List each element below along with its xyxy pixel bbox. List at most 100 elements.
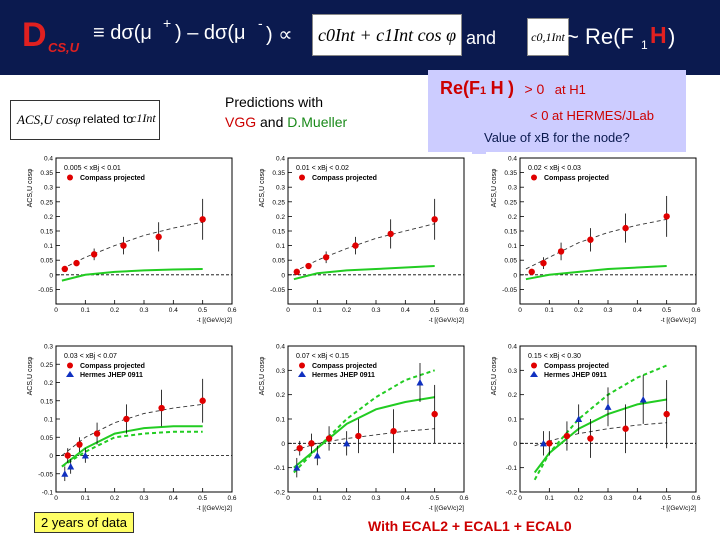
compass-point — [293, 268, 300, 276]
compass-point — [305, 262, 312, 270]
formula-box: c0Int + c1Int cos φ — [312, 14, 462, 56]
x-tick-label: 0 — [518, 495, 522, 502]
y-tick-label: 0.05 — [40, 435, 53, 442]
y-tick-label: -0.2 — [506, 490, 518, 497]
mueller-curve — [533, 398, 667, 474]
vgg-curve — [525, 218, 667, 270]
x-axis-label: -t [(GeV/c)2] — [197, 505, 233, 512]
predictions-text: Predictions with VGG and D.Mueller — [225, 92, 347, 132]
x-axis-label: -t [(GeV/c)2] — [429, 317, 465, 324]
x-tick-label: 0.6 — [691, 495, 700, 502]
re-subscript: 1 — [641, 38, 648, 52]
compass-point — [308, 440, 315, 447]
y-tick-label: 0.1 — [276, 243, 285, 250]
formula-text: c0Int + c1Int cos φ — [317, 25, 457, 45]
hermes-point — [313, 452, 321, 459]
c01-box: c0,1Int — [527, 18, 569, 56]
x-tick-label: 0.5 — [662, 307, 671, 314]
info-rel: > 0 — [524, 81, 545, 97]
x-tick-label: 0.2 — [110, 495, 119, 502]
x-tick-label: 0.4 — [401, 495, 410, 502]
y-tick-label: -0.05 — [38, 287, 53, 294]
y-tick-label: 0.35 — [40, 170, 53, 177]
compass-point — [90, 251, 98, 258]
x-axis-label: -t [(GeV/c)2] — [661, 505, 697, 512]
legend-entry: Compass projected — [312, 175, 377, 182]
slide-header: D CS,U ≡ dσ(μ + ) – dσ(μ - ) ∝ c0Int + c… — [0, 0, 720, 75]
predictions-line1: Predictions with — [225, 94, 324, 110]
x-axis-label: -t [(GeV/c)2] — [197, 317, 233, 324]
mueller-curve — [293, 369, 436, 474]
title-subscript: CS,U — [48, 40, 80, 55]
x-tick-label: 0.6 — [459, 495, 468, 502]
compass-point — [123, 415, 130, 423]
compass-point — [61, 265, 68, 273]
asymmetry-box: ACS,U cosφ related to c1Int — [10, 100, 160, 140]
y-axis-label: ACS,U cosφ — [259, 168, 266, 207]
compass-point — [199, 216, 206, 223]
compass-point — [431, 410, 438, 418]
compass-point — [622, 224, 629, 232]
info-sub: 1 — [480, 85, 487, 97]
eq-left: ≡ dσ(μ — [93, 22, 152, 44]
legend-entry: Hermes JHEP 0911 — [312, 372, 375, 379]
x-tick-label: 0 — [54, 307, 58, 314]
bin-label: 0.03 < xBj < 0.07 — [64, 353, 117, 360]
info-line-2: < 0 at HERMES/JLab — [530, 108, 654, 123]
y-tick-label: 0.1 — [276, 417, 285, 424]
x-tick-label: 0.1 — [313, 495, 322, 502]
legend-marker — [67, 174, 73, 181]
legend-entry: Hermes JHEP 0911 — [80, 372, 143, 379]
legend-marker — [299, 174, 305, 181]
y-tick-label: 0.3 — [276, 185, 285, 192]
info-where: at H1 — [554, 82, 586, 97]
y-tick-label: 0.05 — [272, 258, 285, 265]
x-tick-label: 0.2 — [342, 307, 351, 314]
legend-entry: Compass projected — [312, 363, 377, 370]
y-tick-label: 0.4 — [276, 344, 285, 351]
re-label: ~ Re(F — [566, 24, 634, 49]
mueller-label: D.Mueller — [287, 114, 348, 130]
x-tick-label: 0.6 — [459, 307, 468, 314]
compass-point — [528, 268, 535, 276]
y-tick-label: 0.05 — [504, 258, 517, 265]
legend-entry: Hermes JHEP 0911 — [544, 372, 607, 379]
x-tick-label: 0 — [518, 307, 522, 314]
asym-symbol: ACS,U cosφ — [17, 112, 81, 127]
chart-panel-5: -0.2 -0.1 0 0.1 0.2 0.3 0.4 0 0.1 0.2 0.3 0.4 0.5 0.6… — [254, 340, 472, 512]
y-tick-label: 0.2 — [44, 214, 53, 221]
x-tick-label: 0.1 — [81, 495, 90, 502]
c01-text: c0,1Int — [531, 30, 565, 44]
compass-point — [622, 425, 629, 432]
x-tick-label: 0.3 — [139, 307, 148, 314]
info-re: Re(F — [440, 78, 480, 98]
y-tick-label: 0 — [281, 441, 285, 448]
y-tick-label: 0.1 — [44, 243, 53, 250]
y-tick-label: 0.35 — [504, 170, 517, 177]
x-tick-label: 0.5 — [198, 495, 207, 502]
y-tick-label: -0.05 — [38, 471, 53, 478]
y-tick-label: 0 — [513, 272, 517, 279]
y-tick-label: 0.15 — [272, 229, 285, 236]
x-tick-label: 0 — [286, 307, 290, 314]
y-tick-label: 0.3 — [44, 344, 53, 351]
mueller-curve — [293, 265, 435, 281]
y-tick-label: 0.2 — [276, 392, 285, 399]
y-tick-label: 0 — [281, 272, 285, 279]
compass-point — [546, 440, 553, 447]
chart-panel-1: -0.05 0 0.05 0.1 0.15 0.2 0.25 0.3 0.35 0.4 0 0.1 0.… — [22, 152, 240, 324]
x-tick-label: 0.3 — [603, 307, 612, 314]
compass-point — [76, 441, 83, 448]
x-tick-label: 0.1 — [545, 307, 554, 314]
y-tick-label: -0.2 — [274, 490, 286, 497]
hermes-point — [81, 452, 89, 459]
x-tick-label: 0.1 — [81, 307, 90, 314]
x-tick-label: 0.6 — [227, 495, 236, 502]
info-line-1: Re(F1 H ) > 0 at H1 — [440, 78, 586, 99]
vgg-curve — [293, 223, 435, 273]
y-tick-label: 0.1 — [508, 243, 517, 250]
compass-point — [663, 213, 670, 220]
legend-entry: Compass projected — [544, 363, 609, 370]
hermes-point — [293, 464, 301, 471]
compass-point — [563, 432, 571, 440]
